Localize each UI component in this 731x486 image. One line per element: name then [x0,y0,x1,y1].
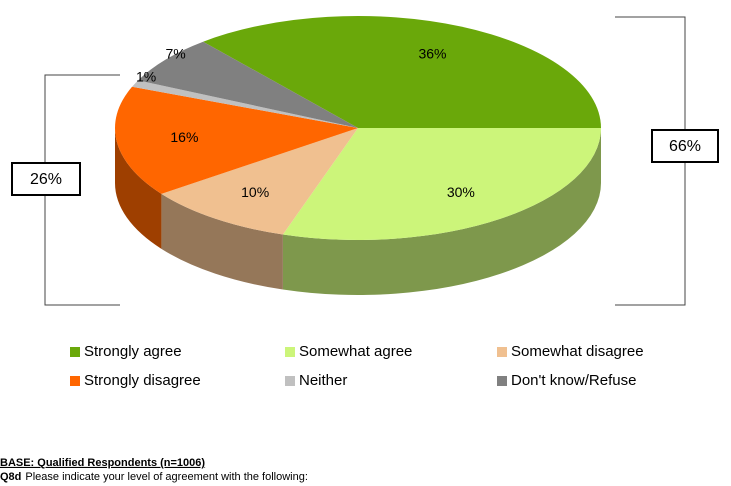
legend-label: Strongly disagree [84,372,201,389]
data-label: 1% [136,68,156,84]
legend-swatch [285,376,295,386]
annotation: 26% [30,171,62,188]
slice-side [282,128,601,295]
slice-side [115,128,162,249]
data-label: 7% [165,45,185,61]
legend-label: Strongly agree [84,343,182,360]
question-id: Q8d [0,471,21,483]
slice [138,41,358,129]
data-label: 36% [418,46,446,62]
slice [161,128,358,235]
legend-swatch [497,347,507,357]
footnote-question: Q8d Please indicate your level of agreeme… [0,471,308,483]
legend: Strongly agree Somewhat agree Somewhat dis… [70,343,644,389]
footnote-base: BASE: Qualified Respondents (n=1006) [0,457,205,469]
annotation-box [11,162,81,196]
data-label: 16% [170,129,198,145]
slice [132,80,358,128]
question-text: Please indicate your level of agreement … [25,471,308,483]
annotation: 66% [669,138,701,155]
annotation-box [651,129,719,163]
legend-label: Neither [299,372,347,389]
data-label: 30% [447,184,475,200]
slice [114,86,358,194]
legend-swatch [70,376,80,386]
slice-side [161,193,283,290]
slice [203,16,602,129]
legend-label: Somewhat disagree [511,343,644,360]
legend-swatch [497,376,507,386]
legend-label: Don't know/Refuse [511,372,636,389]
legend-swatch [285,347,295,357]
legend-label: Somewhat agree [299,343,412,360]
data-label: 10% [241,184,269,200]
legend-swatch [70,347,80,357]
slice [282,128,601,240]
pie: 36% 30% 10% 16% 1% 7% [114,16,602,295]
